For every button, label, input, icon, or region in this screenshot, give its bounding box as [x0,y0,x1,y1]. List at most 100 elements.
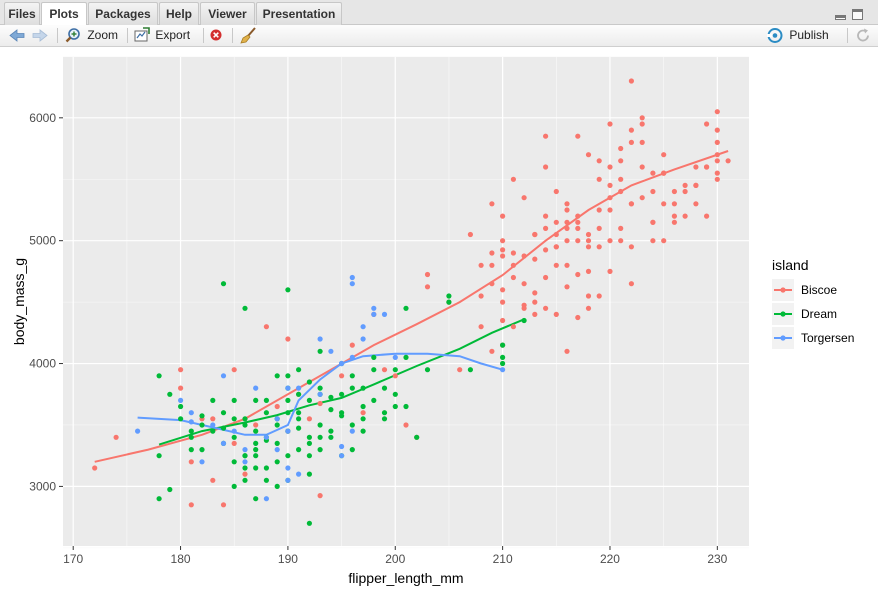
publish-icon [767,28,783,43]
point-dream [328,428,334,434]
point-biscoe [478,262,484,268]
point-torgersen [339,443,345,450]
point-torgersen [349,354,355,360]
point-biscoe [693,164,699,170]
export-icon [134,27,150,42]
point-torgersen [296,385,302,391]
export-button[interactable]: Export ▼ [134,26,200,60]
point-biscoe [500,238,506,244]
point-biscoe [543,247,549,253]
point-biscoe [263,324,269,330]
toolbar-separator [847,28,848,43]
point-biscoe [500,253,506,259]
point-biscoe [575,219,581,225]
point-biscoe [661,152,667,158]
point-torgersen [242,459,248,465]
point-dream [242,465,248,471]
point-dream [285,410,291,416]
point-torgersen [253,385,259,391]
remove-plot-icon[interactable] [209,26,225,45]
point-biscoe [671,201,678,207]
point-biscoe [564,201,570,207]
point-biscoe [543,133,549,139]
tab-presentation[interactable]: Presentation [256,2,342,25]
tab-viewer[interactable]: Viewer [200,2,255,25]
x-tick-label: 190 [278,552,298,566]
point-biscoe [510,262,516,268]
tab-files[interactable]: Files [4,2,40,25]
point-biscoe [585,231,592,238]
minimize-pane-icon[interactable] [835,15,846,20]
point-biscoe [596,207,602,213]
point-biscoe [178,367,184,373]
broom-icon[interactable] [240,26,258,45]
point-torgersen [349,274,355,281]
point-biscoe [543,305,549,311]
back-arrow-icon[interactable] [8,26,26,45]
plots-toolbar: Zoom Export ▼ Publish ▼ [0,25,878,60]
point-biscoe [543,213,549,219]
point-biscoe [596,225,602,231]
point-dream [156,496,162,502]
tab-plots[interactable]: Plots [41,2,87,26]
point-dream [306,434,312,440]
point-biscoe [521,195,527,201]
point-biscoe [381,367,388,373]
point-biscoe [489,250,495,256]
point-dream [199,422,205,428]
x-tick-label: 210 [493,552,513,566]
point-dream [210,397,216,403]
tab-packages[interactable]: Packages [88,2,158,25]
point-biscoe [553,262,559,268]
tab-help[interactable]: Help [159,2,199,25]
point-dream [263,477,269,483]
point-biscoe [575,213,581,219]
forward-arrow-icon[interactable] [31,26,49,45]
point-biscoe [585,268,592,274]
toolbar-separator [57,28,58,43]
point-dream [403,305,409,311]
point-biscoe [478,324,484,330]
point-biscoe [510,250,516,256]
maximize-pane-icon[interactable] [852,9,863,20]
point-dream [414,434,420,440]
point-biscoe [628,139,635,145]
point-biscoe [553,219,559,225]
point-dream [339,391,345,397]
point-dream [199,413,205,419]
x-axis-label: flipper_length_mm [348,570,463,586]
point-biscoe [220,502,227,508]
point-biscoe [607,182,613,188]
point-biscoe [575,133,581,139]
point-torgersen [349,281,355,287]
point-dream [306,453,312,459]
point-biscoe [532,256,538,262]
point-dream [317,434,323,440]
point-biscoe [639,121,645,127]
point-dream [392,391,398,397]
point-biscoe [650,238,656,244]
point-torgersen [500,367,506,373]
x-tick-label: 220 [600,552,620,566]
point-biscoe [231,367,237,373]
point-dream [253,465,259,471]
point-dream [381,410,388,416]
point-biscoe [618,145,624,152]
point-torgersen [285,477,291,483]
point-biscoe [714,109,720,115]
x-tick-label: 170 [63,552,83,566]
legend-label-biscoe: Biscoe [801,283,837,297]
refresh-icon[interactable] [854,26,872,45]
point-torgersen [231,428,237,434]
point-dream [328,407,334,413]
point-biscoe [650,188,656,195]
point-biscoe [714,176,720,182]
point-torgersen [339,360,345,367]
point-dream [446,299,452,305]
legend-label-dream: Dream [801,307,837,321]
zoom-button[interactable]: Zoom [65,26,121,45]
legend-label-torgersen: Torgersen [801,331,854,345]
point-torgersen [274,447,280,453]
publish-button[interactable]: Publish ▼ [766,26,842,60]
point-dream [467,367,473,373]
